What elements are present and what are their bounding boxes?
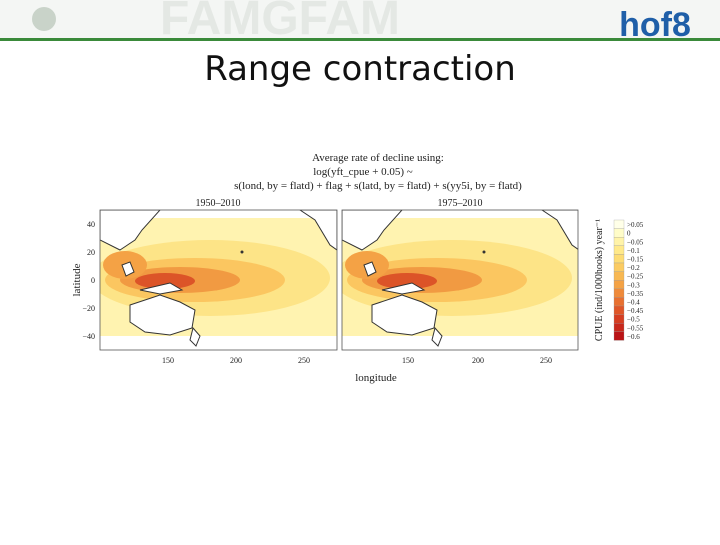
legend-label: −0.35 — [627, 290, 644, 298]
figure-title: log(yft_cpue + 0.05) ~ — [313, 166, 413, 178]
legend-swatch — [613, 288, 625, 298]
legend-swatch — [613, 262, 625, 272]
x-tick-label: 250 — [540, 356, 552, 365]
y-tick-label: −20 — [82, 304, 95, 313]
legend-label: −0.05 — [627, 238, 644, 246]
x-axis-label: longitude — [355, 372, 397, 384]
legend-label: −0.2 — [627, 264, 640, 272]
legend-swatch — [613, 271, 625, 281]
legend: >0.050−0.05−0.1−0.15−0.2−0.25−0.3−0.35−0… — [613, 219, 644, 341]
figure-title: s(lond, by = flatd) + flag + s(latd, by … — [234, 180, 522, 192]
legend-swatch — [613, 228, 625, 238]
x-tick-label: 200 — [230, 356, 242, 365]
legend-label: −0.5 — [627, 316, 640, 324]
x-tick-label: 250 — [298, 356, 310, 365]
banner-watermark: FAMGFAM — [160, 0, 400, 45]
legend-swatch — [613, 237, 625, 246]
legend-label: −0.25 — [627, 273, 644, 281]
legend-label: −0.45 — [627, 307, 644, 315]
legend-label: −0.55 — [627, 324, 644, 332]
legend-swatch — [613, 245, 625, 255]
legend-label: −0.4 — [627, 299, 640, 307]
panel-title: 1975–2010 — [438, 198, 483, 209]
legend-label: 0 — [627, 230, 631, 238]
x-ticks: 150 200 250 150 200 250 — [162, 356, 552, 365]
y-ticks: 40 20 0 −20 −40 — [82, 220, 95, 341]
slide-title: Range contraction — [204, 49, 516, 89]
legend-swatch — [613, 254, 625, 264]
y-tick-label: 20 — [87, 248, 95, 257]
logo: hof8 — [619, 6, 691, 44]
legend-label: −0.1 — [627, 247, 640, 255]
x-tick-label: 150 — [402, 356, 414, 365]
banner — [0, 0, 720, 38]
legend-label: −0.6 — [627, 333, 640, 341]
legend-swatch — [613, 331, 625, 341]
x-tick-label: 200 — [472, 356, 484, 365]
banner-icon — [32, 7, 56, 31]
figure-title: Average rate of decline using: — [312, 152, 444, 164]
legend-swatch — [613, 219, 625, 229]
legend-label: >0.05 — [627, 221, 644, 229]
legend-label: −0.15 — [627, 256, 644, 264]
legend-swatch — [613, 297, 625, 307]
panel-title: 1950–2010 — [196, 198, 241, 209]
legend-title: CPUE (ind/1000hooks) year⁻¹ — [594, 219, 605, 341]
y-tick-label: 40 — [87, 220, 95, 229]
x-tick-label: 150 — [162, 356, 174, 365]
legend-swatch — [613, 323, 625, 332]
y-axis-label: latitude — [71, 263, 83, 296]
panel-frame — [341, 209, 579, 351]
legend-swatch — [613, 280, 625, 289]
legend-swatch — [613, 314, 625, 324]
panel-frame — [99, 209, 338, 351]
y-tick-label: 0 — [91, 276, 95, 285]
y-tick-label: −40 — [82, 332, 95, 341]
banner-rule — [0, 38, 720, 41]
legend-label: −0.3 — [627, 281, 640, 289]
legend-swatch — [613, 305, 625, 315]
